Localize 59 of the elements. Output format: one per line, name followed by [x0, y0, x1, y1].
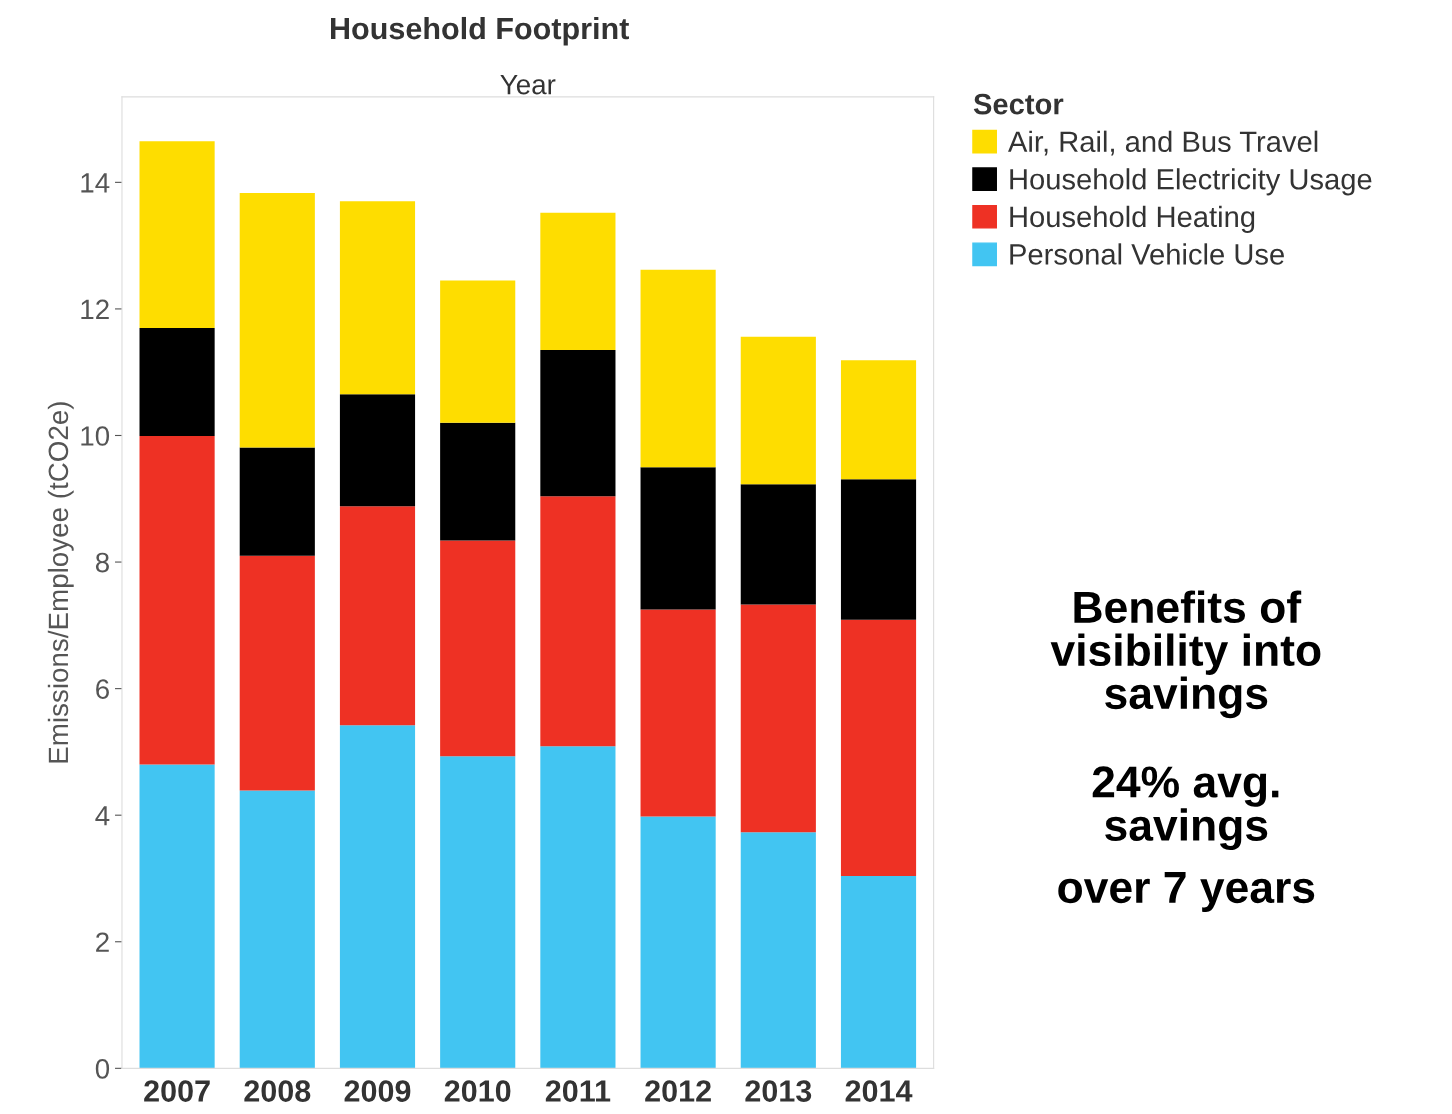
bar: [239, 447, 315, 556]
legend-label: Personal Vehicle Use: [1010, 243, 1284, 265]
x-tick-label: 2012: [645, 1080, 711, 1102]
bar: [440, 756, 516, 1069]
y-axis-title: Emissions/Employee (tCO2e): [47, 402, 74, 763]
bar: [540, 746, 616, 1069]
x-tick-label: 2007: [144, 1080, 210, 1102]
bar: [840, 875, 917, 1069]
bar: [640, 816, 716, 1069]
x-tick-label: 2010: [444, 1080, 511, 1102]
x-tick-label: 2014: [845, 1080, 913, 1102]
bar: [339, 394, 416, 507]
y-tick-label: 6: [96, 679, 109, 699]
bar: [740, 604, 816, 833]
bar: [840, 479, 917, 620]
y-tick-label: 2: [96, 932, 109, 952]
x-tick-label: 2011: [545, 1080, 611, 1102]
bar: [740, 832, 816, 1069]
bar: [239, 193, 315, 448]
legend-label: Air, Rail, and Bus Travel: [1008, 130, 1318, 156]
bar: [740, 484, 816, 605]
bar: [339, 201, 416, 395]
bar: [339, 506, 416, 726]
y-tick-label: 12: [81, 299, 109, 319]
bar: [139, 436, 215, 765]
legend-label: Household Electricity Usage: [1010, 168, 1372, 196]
bar: [640, 467, 716, 610]
x-tick-label: 2013: [745, 1080, 812, 1102]
bar: [440, 280, 516, 423]
bar: [339, 725, 416, 1069]
x-tick-label: 2008: [244, 1080, 311, 1102]
bar: [540, 212, 616, 351]
bar: [440, 422, 516, 541]
bar: [740, 336, 816, 485]
y-tick-label: 0: [95, 1058, 110, 1079]
bar: [139, 327, 215, 437]
bar: [640, 609, 716, 817]
y-tick-label: 8: [95, 552, 109, 573]
bar: [440, 540, 516, 757]
bar: [840, 360, 917, 480]
y-tick-label: 14: [81, 173, 110, 193]
x-axis-title: Year: [500, 75, 556, 95]
bar: [540, 496, 616, 747]
bar: [139, 764, 215, 1069]
bar: [840, 619, 917, 876]
bar: [239, 790, 315, 1069]
x-tick-label: 2009: [344, 1080, 411, 1102]
bar: [640, 269, 716, 468]
bar: [239, 555, 315, 791]
legend-title: Sector: [973, 93, 1064, 115]
text: Benefits of visibility into savings: [1050, 590, 1321, 719]
chart-title: Household Footprint: [331, 16, 629, 46]
bar: [540, 350, 616, 497]
text: over 7 years: [1058, 872, 1315, 912]
legend-label: Household Heating: [1010, 205, 1255, 233]
text: 24% avg. savings: [1092, 766, 1279, 850]
y-tick-label: 4: [95, 806, 110, 826]
bar: [139, 141, 215, 328]
y-tick-label: 10: [81, 426, 110, 446]
